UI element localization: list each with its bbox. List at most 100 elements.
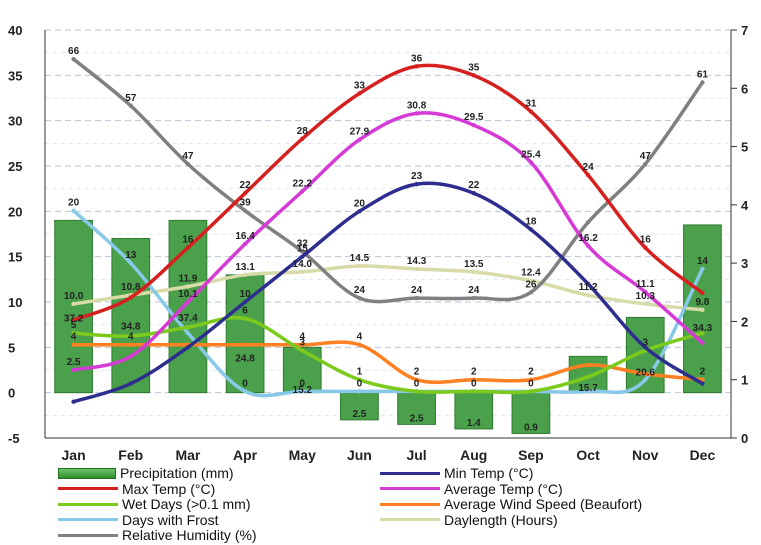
x-tick-label: Dec [690, 447, 716, 463]
label-sun: 20.6 [636, 367, 656, 378]
point-min [71, 399, 76, 404]
label-sun: 15.2 [293, 385, 313, 396]
point-avg [585, 243, 591, 248]
point-humid [528, 290, 534, 295]
y-right-tick-label: 4 [741, 198, 749, 213]
point-wind [71, 342, 76, 347]
point-wet [471, 389, 476, 394]
point-wind [643, 371, 648, 377]
point-wind [700, 377, 705, 382]
point-wind [471, 377, 476, 382]
y-right-tick-label: 2 [741, 314, 748, 329]
bar-precip-mar [168, 219, 208, 394]
label-humid: 57 [125, 93, 137, 104]
y-right-tick-label: 1 [741, 373, 748, 388]
label-frost: 0 [357, 378, 363, 389]
point-min [585, 281, 591, 287]
legend-item-daylen: Daylength (Hours) [380, 512, 558, 528]
point-frost [300, 389, 305, 394]
y-left-tick-label: 0 [8, 386, 15, 401]
point-daylen [700, 307, 705, 312]
point-humid [71, 56, 76, 62]
label-max: 31 [525, 99, 537, 110]
x-tick-label: May [289, 447, 316, 463]
y-left-tick-label: 20 [8, 204, 22, 219]
bar-precip-oct [568, 355, 608, 394]
label-daylen: 12.4 [521, 268, 541, 279]
label-min: 20 [354, 198, 366, 209]
label-humid: 26 [525, 279, 537, 290]
legend-swatch [58, 467, 116, 479]
point-max [471, 73, 476, 78]
label-max: 36 [411, 53, 423, 64]
point-frost [643, 377, 648, 382]
point-wind [585, 362, 591, 368]
point-avg [700, 340, 705, 345]
precipitation-bars [54, 219, 722, 434]
label-avg: 29.5 [464, 112, 484, 123]
legend-swatch [58, 502, 118, 506]
label-min: 18 [525, 216, 537, 227]
legend: Precipitation (mm) Min Temp (°C) Max Temp … [58, 465, 698, 543]
label-avg: 16.4 [235, 231, 255, 242]
point-daylen [585, 293, 591, 298]
label-daylen: 14.0 [293, 259, 313, 270]
legend-item-wet: Wet Days (>0.1 mm) [58, 496, 251, 512]
point-humid [643, 161, 648, 167]
point-avg [242, 241, 248, 247]
point-wet [242, 316, 248, 321]
label-min: 15 [297, 244, 309, 255]
point-avg [71, 367, 76, 373]
point-humid [700, 80, 705, 85]
point-min [471, 191, 476, 196]
point-wet [700, 330, 705, 336]
legend-swatch [380, 487, 440, 490]
point-daylen [242, 272, 248, 277]
label-avg: 25.4 [521, 149, 541, 160]
label-avg: 11.1 [636, 279, 655, 290]
line-frost [71, 208, 705, 398]
point-frost [357, 389, 362, 394]
label-wind: 4 [71, 332, 77, 343]
point-frost [700, 266, 705, 272]
label-max: 22 [240, 180, 252, 191]
point-daylen [357, 263, 362, 269]
point-daylen [300, 269, 305, 275]
point-frost [242, 389, 248, 394]
label-frost: 0 [471, 378, 477, 389]
point-wet [300, 348, 305, 353]
point-humid [185, 161, 191, 167]
point-wet [357, 377, 362, 382]
y-right-tick-label: 0 [741, 431, 748, 446]
label-daylen: 13.5 [464, 259, 484, 270]
label-frost: 0 [299, 378, 305, 389]
point-wind [414, 377, 419, 382]
y-left-tick-label: 30 [8, 114, 22, 129]
legend-item-avg: Average Temp (°C) [380, 481, 563, 497]
line-wet [71, 315, 705, 395]
point-min [300, 254, 305, 259]
legend-swatch [380, 518, 440, 521]
label-max: 35 [468, 62, 480, 73]
point-wet [414, 389, 419, 394]
climate-chart: 2.5 2.5 1.4 0.9 10.0 10.8 11.9 13.1 14.0 14.5 14.3… [8, 23, 749, 463]
label-humid: 39 [240, 198, 252, 209]
y-right-tick-label: 6 [741, 81, 748, 96]
label-wind: 4 [357, 332, 363, 343]
legend-label: Days with Frost [122, 511, 219, 528]
legend-label: Average Wind Speed (Beaufort) [444, 496, 643, 512]
y-left-tick-label: 40 [8, 23, 22, 38]
point-wind [300, 342, 305, 347]
data-labels: 2.5 2.5 1.4 0.9 10.0 10.8 11.9 13.1 14.0 14.5 14.3… [64, 46, 713, 433]
label-wind: 4 [299, 332, 305, 343]
point-daylen [414, 266, 419, 272]
point-avg [528, 160, 534, 165]
label-humid: 61 [697, 69, 709, 80]
label-frost: 13 [125, 250, 137, 261]
point-frost [185, 330, 191, 336]
legend-item-max: Max Temp (°C) [58, 481, 215, 497]
point-daylen [71, 301, 76, 307]
point-daylen [528, 278, 534, 283]
label-daylen: 10.0 [64, 291, 84, 302]
